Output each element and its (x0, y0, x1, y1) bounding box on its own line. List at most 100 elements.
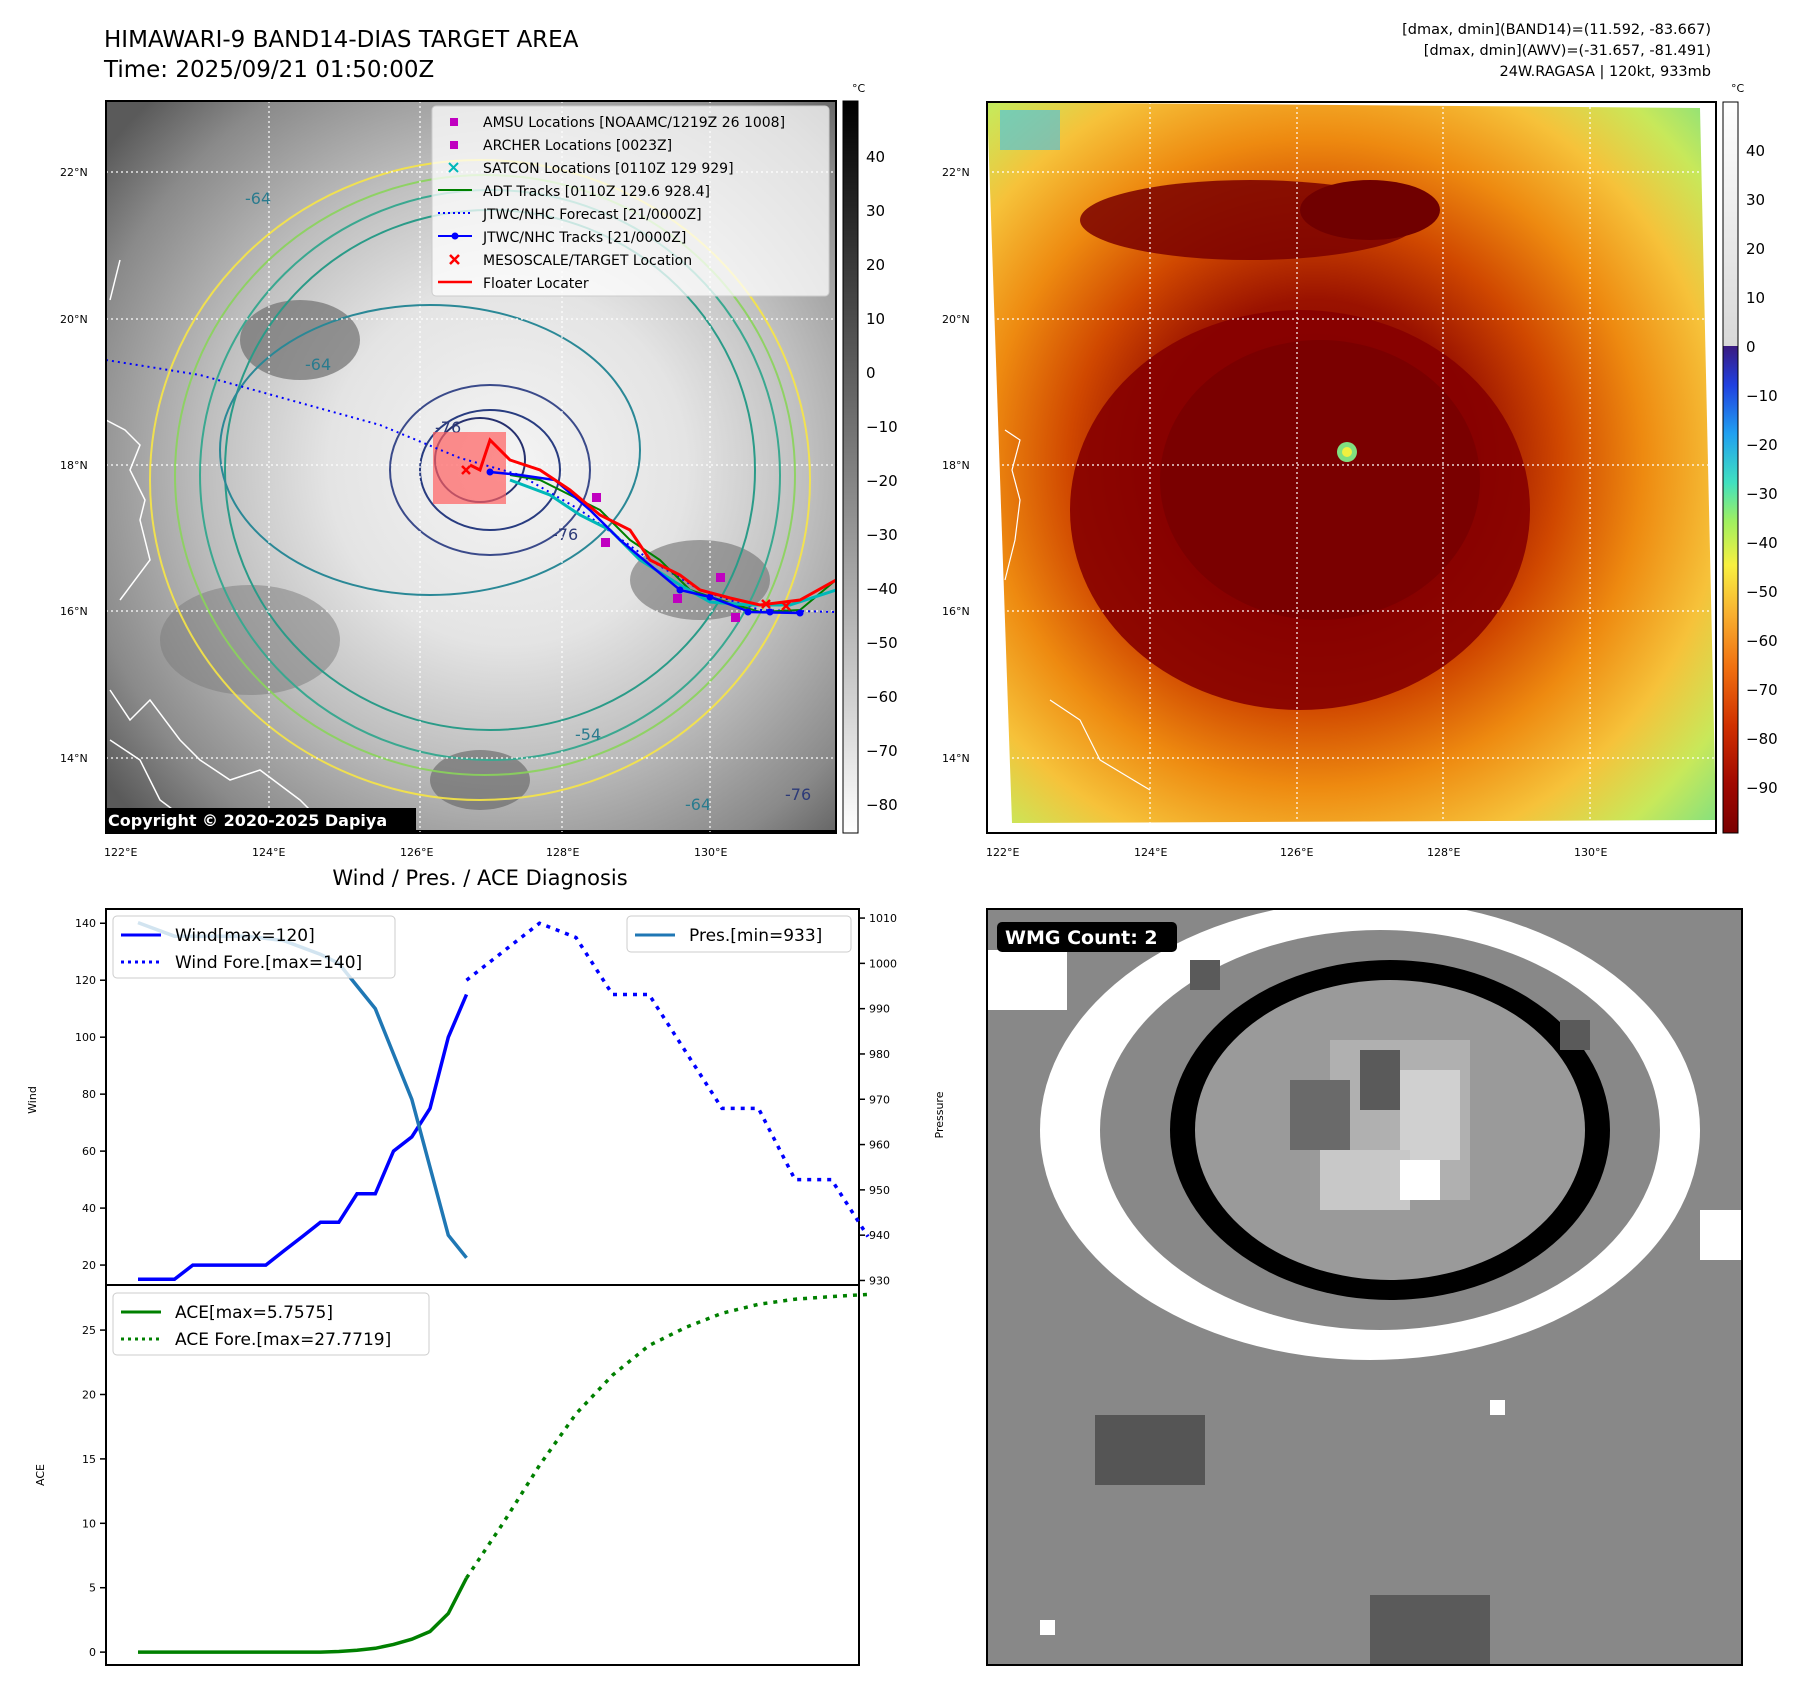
wmg-panel: WMG Count: 2 (986, 900, 1743, 1666)
awv-map-panel: 22°N 20°N 18°N 16°N 14°N 122°E 124°E 126… (942, 82, 1778, 859)
svg-text:16°N: 16°N (60, 605, 88, 618)
contour-label: -64 (685, 795, 711, 814)
svg-text:0: 0 (866, 364, 876, 382)
legend-archer: ARCHER Locations [0023Z] (483, 138, 672, 154)
svg-text:22°N: 22°N (942, 166, 970, 179)
series-line-1 (465, 921, 870, 1238)
svg-text:22°N: 22°N (60, 166, 88, 179)
awv-lon-ticks: 122°E 124°E 126°E 128°E 130°E (986, 846, 1607, 859)
ir-map-panel: -64 -64 -76 -76 -54 -64 -76 (60, 82, 898, 859)
legend-satcon: SATCON Locations [0110Z 129 929] (483, 161, 734, 177)
ace-chart (105, 1284, 860, 1666)
wmg-count-badge: WMG Count: 2 (1005, 927, 1158, 949)
svg-text:°C: °C (1731, 82, 1745, 95)
legend-floater: Floater Locater (483, 276, 589, 292)
wind-legend: Wind[max=120] Wind Fore.[max=140] (112, 915, 396, 979)
svg-text:10: 10 (1746, 289, 1765, 307)
svg-text:−50: −50 (1746, 583, 1778, 601)
wind-tick-label: 80 (82, 1088, 96, 1101)
ace-tick-label: 25 (82, 1324, 96, 1337)
pressure-tick-label: 950 (869, 1184, 890, 1197)
ace-series-line-1 (465, 1292, 869, 1579)
legend-pressure: Pres.[min=933] (689, 926, 822, 946)
contour-label: -76 (785, 785, 811, 804)
wind-axis-label: Wind (26, 1086, 39, 1114)
forecast-track (106, 359, 836, 613)
ace-axis-label: ACE (34, 1464, 47, 1486)
svg-text:−40: −40 (1746, 534, 1778, 552)
pressure-tick-label: 930 (869, 1274, 890, 1287)
wind-tick-label: 100 (75, 1031, 96, 1044)
jtwc-track (489, 470, 801, 615)
legend-adt: ADT Tracks [0110Z 129.6 928.4] (483, 184, 710, 200)
svg-text:−20: −20 (866, 472, 898, 490)
legend-forecast: JTWC/NHC Forecast [21/0000Z] (482, 207, 702, 223)
svg-text:40: 40 (1746, 142, 1765, 160)
ace-tick-label: 10 (82, 1517, 96, 1530)
contour-label: -64 (305, 355, 331, 374)
wind-tick-label: 120 (75, 974, 96, 987)
svg-text:−80: −80 (1746, 730, 1778, 748)
svg-text:124°E: 124°E (1134, 846, 1167, 859)
ace-tick-label: 5 (89, 1582, 96, 1595)
svg-text:128°E: 128°E (546, 846, 579, 859)
svg-text:126°E: 126°E (400, 846, 433, 859)
pressure-tick-label: 990 (869, 1003, 890, 1016)
pressure-axis-label: Pressure (933, 1091, 946, 1138)
ace-tick-label: 15 (82, 1453, 96, 1466)
svg-text:130°E: 130°E (1574, 846, 1607, 859)
svg-text:20°N: 20°N (60, 313, 88, 326)
svg-text:124°E: 124°E (252, 846, 285, 859)
page-title: HIMAWARI-9 BAND14-DIAS TARGET AREA (104, 27, 579, 53)
wind-tick-label: 40 (82, 1202, 96, 1215)
pressure-tick-label: 980 (869, 1048, 890, 1061)
svg-text:−90: −90 (1746, 779, 1778, 797)
wind-tick-label: 60 (82, 1145, 96, 1158)
svg-text:°C: °C (852, 82, 866, 95)
svg-text:10: 10 (866, 310, 885, 328)
legend-amsu: AMSU Locations [NOAAMC/1219Z 26 1008] (483, 115, 785, 131)
svg-text:−30: −30 (1746, 485, 1778, 503)
pressure-tick-label: 1010 (869, 912, 897, 925)
pressure-tick-label: 970 (869, 1093, 890, 1106)
ir-colorbar: °C 40 30 20 10 0 −10 −20 −30 −40 −50 −60… (842, 82, 898, 834)
floater-track (469, 437, 836, 607)
pressure-legend: Pres.[min=933] (626, 915, 852, 953)
svg-text:130°E: 130°E (694, 846, 727, 859)
pressure-tick-label: 960 (869, 1139, 890, 1152)
svg-text:14°N: 14°N (60, 752, 88, 765)
legend-jtwc: JTWC/NHC Tracks [21/0000Z] (482, 230, 686, 246)
wind-tick-label: 20 (82, 1259, 96, 1272)
ace-series-line-0 (138, 1577, 469, 1654)
svg-text:−30: −30 (866, 526, 898, 544)
svg-text:14°N: 14°N (942, 752, 970, 765)
svg-text:−60: −60 (1746, 632, 1778, 650)
diagnosis-charts: Wind / Pres. / ACE Diagnosis 20 40 60 80 100… (26, 866, 946, 1666)
wind-tick-label: 140 (75, 917, 96, 930)
diagnosis-title: Wind / Pres. / ACE Diagnosis (332, 866, 627, 890)
svg-text:30: 30 (866, 202, 885, 220)
svg-text:20: 20 (1746, 240, 1765, 258)
pressure-tick-label: 1000 (869, 957, 897, 970)
svg-text:−20: −20 (1746, 436, 1778, 454)
awv-lat-ticks: 22°N 20°N 18°N 16°N 14°N (942, 166, 970, 765)
legend-wind: Wind[max=120] (175, 926, 315, 946)
info-line-band14: [dmax, dmin](BAND14)=(11.592, -83.667) (1402, 22, 1711, 38)
ace-tick-label: 20 (82, 1388, 96, 1401)
info-line-storm: 24W.RAGASA | 120kt, 933mb (1499, 64, 1711, 80)
svg-text:18°N: 18°N (60, 459, 88, 472)
svg-text:30: 30 (1746, 191, 1765, 209)
ace-legend: ACE[max=5.7575] ACE Fore.[max=27.7719] (112, 1292, 430, 1356)
ir-lon-ticks: 122°E 124°E 126°E 128°E 130°E (104, 846, 727, 859)
contour-label: -54 (575, 725, 601, 744)
svg-text:−70: −70 (866, 742, 898, 760)
svg-text:128°E: 128°E (1427, 846, 1460, 859)
svg-text:126°E: 126°E (1280, 846, 1313, 859)
svg-text:−10: −10 (866, 418, 898, 436)
contour-label: -64 (245, 189, 271, 208)
svg-text:−70: −70 (1746, 681, 1778, 699)
legend-ace: ACE[max=5.7575] (175, 1303, 333, 1323)
legend-target: MESOSCALE/TARGET Location (483, 253, 692, 269)
pressure-tick-label: 940 (869, 1229, 890, 1242)
ir-lat-ticks: 22°N 20°N 18°N 16°N 14°N (60, 166, 88, 765)
